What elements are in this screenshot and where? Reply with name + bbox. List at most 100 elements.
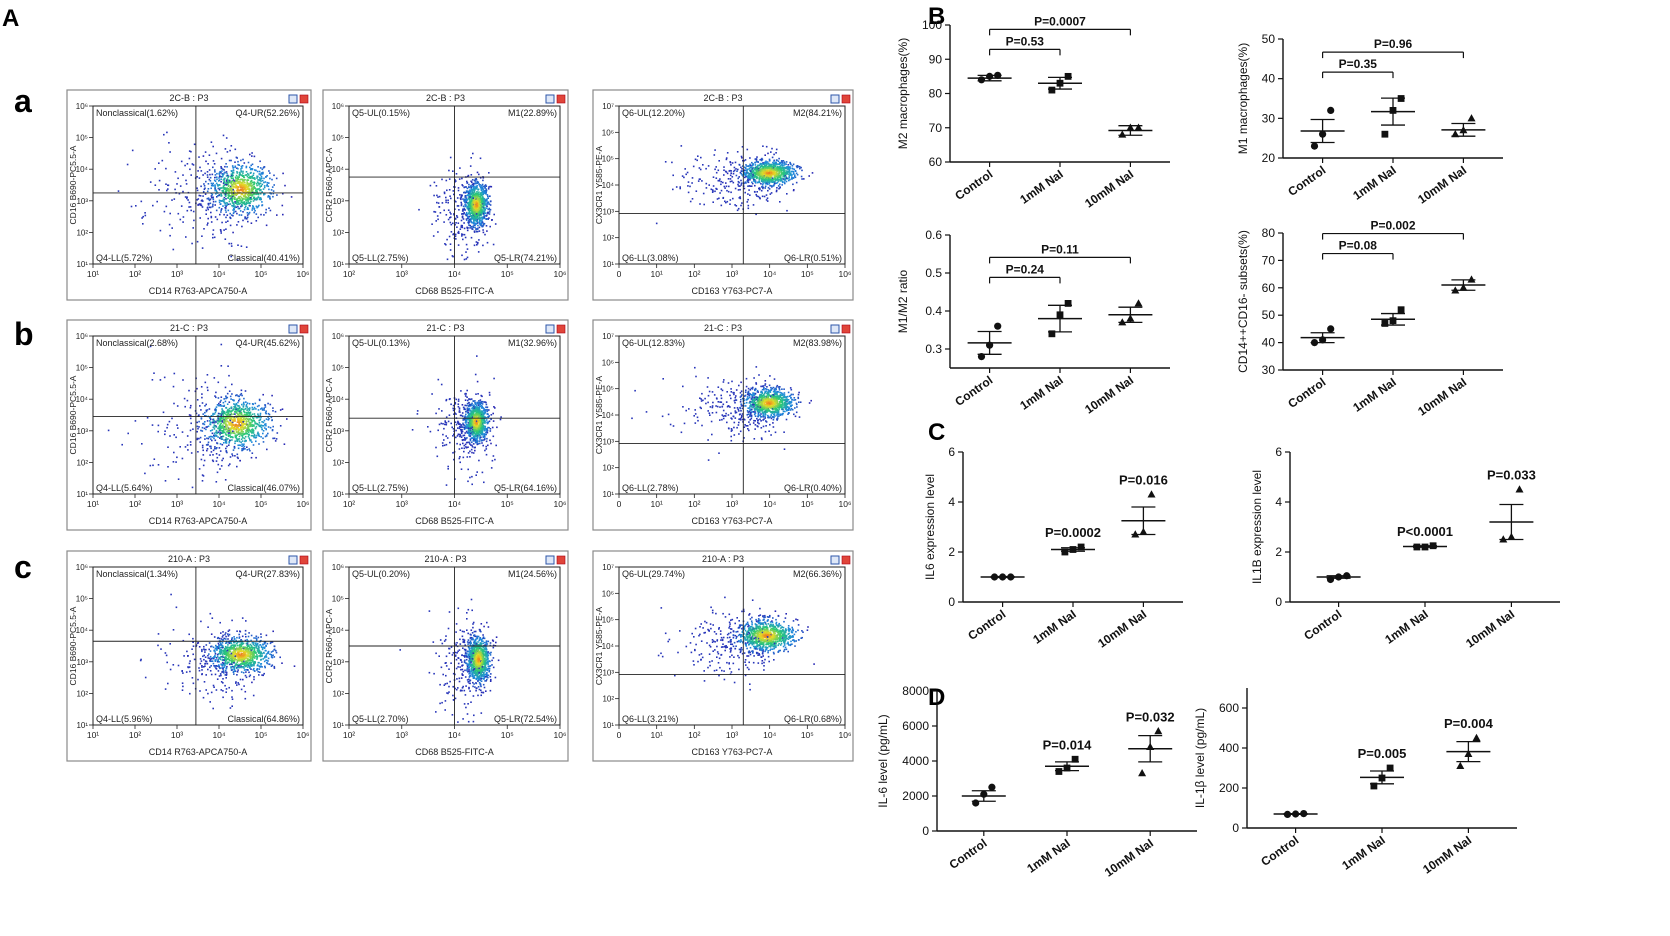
event-dot [214, 184, 216, 186]
event-dot [246, 196, 249, 199]
event-dot [749, 173, 751, 175]
event-dot [486, 194, 489, 196]
event-dot [236, 212, 238, 215]
event-dot [794, 176, 797, 179]
event-dot [256, 434, 258, 437]
event-dot [207, 437, 210, 440]
event-dot [448, 169, 450, 172]
event-dot [758, 180, 760, 183]
event-dot [760, 173, 762, 176]
y-tick-label: 10¹ [76, 490, 88, 499]
event-dot [162, 411, 165, 414]
event-dot [232, 181, 234, 183]
event-dot [772, 172, 774, 175]
event-dot [240, 392, 243, 395]
event-dot [258, 173, 261, 175]
event-dot [126, 163, 129, 166]
event-dot [749, 169, 751, 171]
event-dot [774, 169, 777, 172]
event-dot [259, 198, 261, 200]
event-dot [210, 187, 212, 190]
event-dot [777, 165, 779, 168]
event-dot [206, 437, 208, 440]
event-dot [476, 185, 478, 187]
event-dot [234, 403, 236, 406]
event-dot [792, 170, 795, 173]
event-dot [233, 411, 236, 413]
event-dot [760, 169, 763, 172]
event-dot [466, 229, 469, 232]
event-dot [255, 422, 257, 425]
event-dot [227, 432, 230, 434]
event-dot [765, 175, 768, 177]
event-dot [496, 426, 498, 429]
event-dot [468, 212, 470, 214]
event-dot [237, 407, 239, 410]
event-dot [763, 162, 766, 165]
event-dot [225, 228, 227, 230]
event-dot [477, 224, 479, 227]
event-dot [760, 174, 762, 177]
event-dot [167, 188, 169, 190]
event-dot [225, 421, 227, 423]
event-dot [254, 435, 256, 437]
event-dot [763, 181, 766, 183]
event-dot [252, 186, 254, 188]
event-dot [230, 177, 233, 180]
event-dot [699, 168, 702, 171]
event-dot [196, 430, 198, 433]
event-dot [483, 481, 485, 484]
event-dot [236, 426, 238, 429]
event-dot [201, 480, 204, 482]
event-dot [762, 166, 765, 168]
event-dot [262, 171, 264, 174]
event-dot [747, 179, 749, 182]
event-dot [768, 167, 770, 169]
quadrant-label-ll: Q4-LL(5.72%) [96, 253, 153, 263]
event-dot [276, 194, 278, 196]
event-dot [482, 436, 485, 439]
event-dot [475, 211, 478, 214]
event-dot [231, 195, 234, 197]
event-dot [251, 403, 254, 405]
event-dot [255, 456, 257, 459]
event-dot [229, 224, 232, 227]
event-dot [226, 214, 229, 216]
event-dot [679, 186, 681, 188]
event-dot [486, 230, 488, 232]
event-dot [218, 199, 221, 202]
event-dot [242, 170, 244, 173]
event-dot [242, 447, 245, 449]
event-dot [220, 429, 222, 432]
event-dot [478, 459, 480, 462]
event-dot [465, 218, 468, 220]
event-dot [254, 402, 257, 405]
event-dot [237, 421, 239, 423]
event-dot [233, 191, 236, 194]
event-dot [476, 213, 479, 216]
event-dot [491, 426, 494, 429]
x-tick-label: 10⁴ [763, 269, 776, 279]
event-dot [484, 233, 486, 236]
event-dot [252, 420, 255, 422]
event-dot [172, 385, 175, 388]
event-dot [470, 186, 472, 188]
event-dot [286, 418, 288, 420]
event-dot [134, 420, 137, 422]
event-dot [202, 200, 204, 202]
event-dot [481, 219, 483, 221]
event-dot [213, 434, 215, 437]
event-dot [464, 192, 467, 194]
event-dot [259, 167, 262, 169]
event-dot [239, 184, 241, 186]
event-dot [216, 172, 218, 175]
event-dot [757, 160, 759, 163]
event-dot [487, 195, 489, 198]
event-dot [249, 411, 252, 414]
event-dot [469, 435, 471, 438]
event-dot [781, 161, 783, 163]
event-dot [484, 201, 486, 203]
event-dot [750, 185, 753, 187]
event-dot [196, 176, 198, 178]
